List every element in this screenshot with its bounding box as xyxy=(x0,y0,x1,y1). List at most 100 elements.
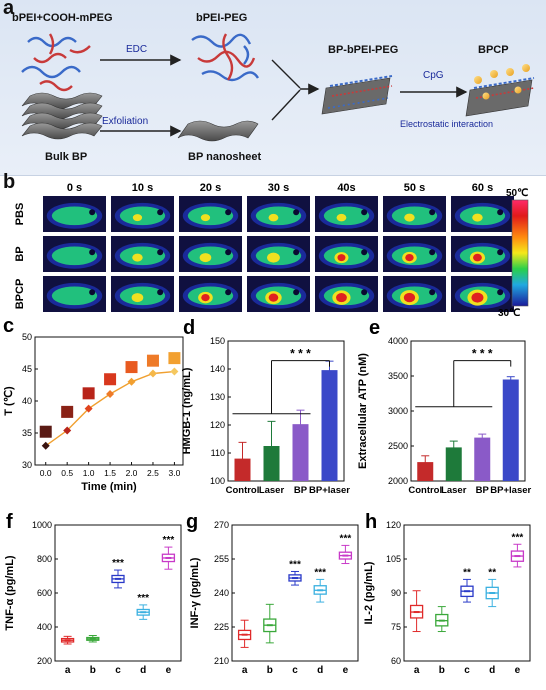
diamond-marker xyxy=(170,367,179,376)
x-category-label: Laser xyxy=(441,485,467,496)
thermal-image-bpcp-6 xyxy=(451,276,514,312)
square-marker xyxy=(146,354,159,367)
label-bpei-peg: bPEI-PEG xyxy=(196,12,247,24)
y-tick-label: 600 xyxy=(37,588,52,598)
bar xyxy=(417,462,434,481)
mouse-body-warm xyxy=(187,206,234,226)
x-category-label: c xyxy=(115,665,121,676)
y-tick-label: 90 xyxy=(391,588,401,598)
square-marker xyxy=(61,405,74,418)
x-tick-label: 0.0 xyxy=(40,468,52,478)
mouse-body-warm xyxy=(51,206,98,226)
y-tick-label: 3500 xyxy=(388,371,408,381)
box-plot-g: 210 225 240 255 270 INF-γ (pg/mL) a b *** c *** d **… xyxy=(186,511,359,676)
x-category-label: a xyxy=(414,665,420,676)
panel-letter-d: d xyxy=(183,317,195,339)
thermal-image-pbs-1 xyxy=(111,196,174,232)
mouse-head xyxy=(225,289,232,296)
x-category-label: c xyxy=(464,665,470,676)
bpei-cooh-mpeg-polymer-icon xyxy=(21,33,91,92)
heat-spot xyxy=(131,293,144,303)
significance-label: *** xyxy=(163,535,175,546)
y-tick-label: 110 xyxy=(211,448,225,458)
colorbar-min-label: 30℃ xyxy=(498,308,520,316)
thermal-image-pbs-2 xyxy=(179,196,242,232)
mouse-head xyxy=(293,249,300,256)
square-marker xyxy=(82,387,95,400)
temperature-colorbar xyxy=(511,199,529,307)
y-axis-label: IL-2 (pg/mL) xyxy=(363,561,375,624)
thermal-image-bp-6 xyxy=(451,236,514,272)
x-category-label: a xyxy=(65,665,71,676)
significance-label: *** xyxy=(314,567,326,578)
x-category-label: b xyxy=(90,665,96,676)
significance-label: *** xyxy=(289,559,301,570)
thermal-image-bp-5 xyxy=(383,236,446,272)
mouse-body-warm xyxy=(51,246,98,266)
colorbar-max-label: 50℃ xyxy=(506,188,528,199)
y-tick-label: 45 xyxy=(22,364,32,374)
bp-bpei-peg-sheet-icon xyxy=(321,75,393,115)
thermal-image-bpcp-0 xyxy=(43,276,106,312)
y-tick-label: 200 xyxy=(37,656,52,666)
heat-spot xyxy=(200,214,211,222)
y-tick-label: 2000 xyxy=(388,476,408,486)
x-category-label: BP+laser xyxy=(490,485,531,496)
bar xyxy=(474,437,491,481)
y-axis-label: HMGB-1 (ng/mL) xyxy=(181,367,193,454)
time-label-2: 20 s xyxy=(200,182,221,194)
y-tick-label: 2500 xyxy=(388,441,408,451)
y-axis-label: TNF-α (pg/mL) xyxy=(4,555,16,631)
square-marker xyxy=(125,361,138,374)
y-tick-label: 255 xyxy=(214,554,229,564)
thermal-image-pbs-3 xyxy=(247,196,310,232)
bar xyxy=(292,424,309,481)
plot-frame xyxy=(231,524,359,662)
mouse-head xyxy=(361,289,368,296)
thermal-image-bp-3 xyxy=(247,236,310,272)
box-plot-f: 200 400 600 800 1000 TNF-α (pg/mL) a b *** c *** d *… xyxy=(4,511,182,676)
significance-stars: * * * xyxy=(472,347,493,361)
mouse-head xyxy=(293,209,300,216)
time-label-4: 40s xyxy=(337,182,355,194)
mouse-head xyxy=(429,209,436,216)
heat-spot xyxy=(336,213,347,222)
x-tick-label: 1.5 xyxy=(104,468,116,478)
y-tick-label: 35 xyxy=(22,428,32,438)
thermal-image-bpcp-5 xyxy=(383,276,446,312)
heat-spot xyxy=(267,252,280,263)
merge-arrow xyxy=(271,59,318,121)
box-plot-h: 60 75 90 105 120 IL-2 (pg/mL) a b ** c ** d *** e h xyxy=(363,511,531,676)
panel-letter-h: h xyxy=(365,511,377,533)
y-tick-label: 240 xyxy=(214,588,229,598)
y-tick-label: 75 xyxy=(391,622,401,632)
y-tick-label: 105 xyxy=(386,554,401,564)
x-category-label: e xyxy=(166,665,172,676)
y-tick-label: 3000 xyxy=(388,406,408,416)
synthesis-schematic-panel: bPEI+COOH-mPEG bPEI-PEG BP-bPEI-PEG BPCP… xyxy=(0,0,546,176)
x-category-label: d xyxy=(489,665,495,676)
diamond-marker xyxy=(106,389,115,398)
bar xyxy=(321,370,338,481)
label-edc: EDC xyxy=(126,44,147,55)
diamond-marker xyxy=(63,426,72,435)
label-bpcp: BPCP xyxy=(478,44,509,56)
bulk-bp-stack-icon xyxy=(21,92,103,140)
bpcp-nanosheet-icon xyxy=(465,64,535,117)
thermal-image-bp-1 xyxy=(111,236,174,272)
x-category-label: Control xyxy=(408,485,442,496)
square-marker xyxy=(104,373,117,386)
y-tick-label: 50 xyxy=(22,332,32,342)
mouse-body-warm xyxy=(119,206,166,226)
x-axis-label: Time (min) xyxy=(81,481,137,493)
y-tick-label: 40 xyxy=(22,396,32,406)
mouse-body-warm xyxy=(51,286,98,306)
thermal-image-pbs-4 xyxy=(315,196,378,232)
x-category-label: BP+laser xyxy=(309,485,350,496)
significance-label: *** xyxy=(137,593,149,604)
mouse-body-warm xyxy=(459,206,506,226)
thermal-image-bpcp-4 xyxy=(315,276,378,312)
x-category-label: a xyxy=(242,665,248,676)
mouse-head xyxy=(157,249,164,256)
mouse-head xyxy=(361,249,368,256)
